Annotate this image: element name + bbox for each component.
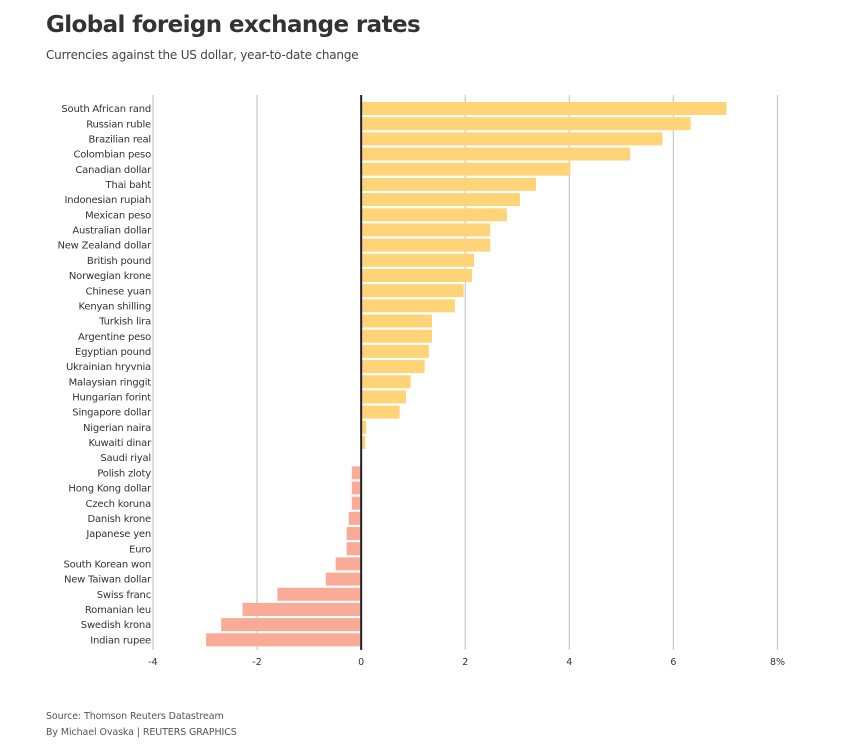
category-label: British pound	[87, 256, 151, 267]
category-label: Japanese yen	[85, 529, 151, 540]
bar	[277, 587, 362, 601]
bar	[361, 360, 425, 374]
category-label: Colombian peso	[73, 150, 151, 161]
category-labels: South African rand Russian ruble Brazilian…	[57, 104, 152, 646]
bar	[361, 132, 663, 146]
bar	[361, 268, 473, 282]
bar	[361, 117, 691, 131]
category-label: Norwegian krone	[69, 271, 151, 282]
bars	[206, 102, 727, 647]
category-label: New Zealand dollar	[57, 241, 152, 252]
x-tick-label: 6	[670, 657, 676, 668]
category-label: Romanian leu	[85, 605, 151, 616]
bar	[206, 633, 362, 647]
category-label: Turkish lira	[98, 317, 151, 328]
category-label: Australian dollar	[72, 226, 152, 237]
bar	[361, 344, 429, 358]
x-axis-ticks: -4 -2 0 2 4 6 8%	[148, 657, 785, 668]
bar	[335, 557, 362, 571]
byline: By Michael Ovaska | REUTERS GRAPHICS	[46, 727, 237, 738]
bar	[361, 177, 537, 191]
x-tick-label: 2	[462, 657, 468, 668]
bar	[346, 542, 362, 556]
bar	[361, 299, 455, 313]
bar	[361, 208, 507, 222]
bar	[361, 284, 464, 298]
x-tick-label: -2	[252, 657, 261, 668]
bar	[346, 527, 362, 541]
category-label: Euro	[129, 544, 151, 555]
category-label: Swedish krona	[81, 620, 151, 631]
bar	[361, 102, 727, 115]
category-label: Chinese yuan	[86, 286, 151, 297]
category-label: Polish zloty	[97, 468, 151, 479]
category-label: Mexican peso	[85, 210, 151, 221]
category-label: New Taiwan dollar	[64, 575, 152, 586]
bar	[325, 572, 362, 586]
bar	[361, 193, 520, 207]
bar	[361, 420, 367, 434]
bar	[361, 238, 491, 252]
category-label: Singapore dollar	[72, 408, 152, 419]
bar-chart: South African rand Russian ruble Brazilian…	[57, 95, 785, 668]
category-label: Indian rupee	[90, 635, 151, 646]
category-label: Swiss franc	[97, 590, 151, 601]
category-label: Czech koruna	[86, 499, 152, 510]
category-label: Egyptian pound	[75, 347, 151, 358]
category-label: Danish krone	[87, 514, 151, 525]
category-label: Thai baht	[105, 180, 152, 191]
bar	[361, 329, 432, 343]
category-label: South Korean won	[63, 560, 151, 571]
category-label: Russian ruble	[86, 119, 151, 130]
x-tick-label: -4	[148, 657, 157, 668]
bar	[242, 602, 362, 616]
bar	[361, 375, 411, 389]
bar	[361, 253, 475, 267]
x-tick-label: 0	[358, 657, 364, 668]
gridlines	[152, 95, 779, 650]
category-label: Kenyan shilling	[79, 301, 151, 312]
source-note: Source: Thomson Reuters Datastream	[46, 711, 224, 722]
bar	[361, 147, 631, 161]
category-label: Hungarian forint	[72, 393, 151, 404]
bar	[348, 511, 362, 525]
bar	[361, 435, 366, 449]
category-label: South African rand	[61, 104, 151, 115]
category-label: Indonesian rupiah	[64, 195, 151, 206]
category-label: Hong Kong dollar	[68, 484, 152, 495]
chart-subtitle: Currencies against the US dollar, year-t…	[46, 48, 359, 62]
x-tick-label: 4	[566, 657, 572, 668]
bar	[361, 314, 432, 328]
category-label: Brazilian real	[89, 134, 151, 145]
category-label: Malaysian ringgit	[69, 377, 152, 388]
category-label: Saudi riyal	[100, 453, 151, 464]
category-label: Ukrainian hryvnia	[66, 362, 151, 373]
x-tick-label: 8%	[770, 657, 785, 668]
category-label: Nigerian naira	[83, 423, 151, 434]
chart-title: Global foreign exchange rates	[46, 12, 421, 38]
category-label: Kuwaiti dinar	[89, 438, 153, 449]
category-label: Canadian dollar	[75, 165, 152, 176]
bar	[351, 496, 362, 510]
bar	[361, 390, 406, 404]
bar	[351, 481, 362, 495]
bar	[361, 223, 491, 237]
bar	[351, 466, 362, 480]
bar	[361, 162, 571, 176]
category-label: Argentine peso	[78, 332, 151, 343]
bar	[221, 618, 362, 632]
bar	[361, 405, 400, 419]
